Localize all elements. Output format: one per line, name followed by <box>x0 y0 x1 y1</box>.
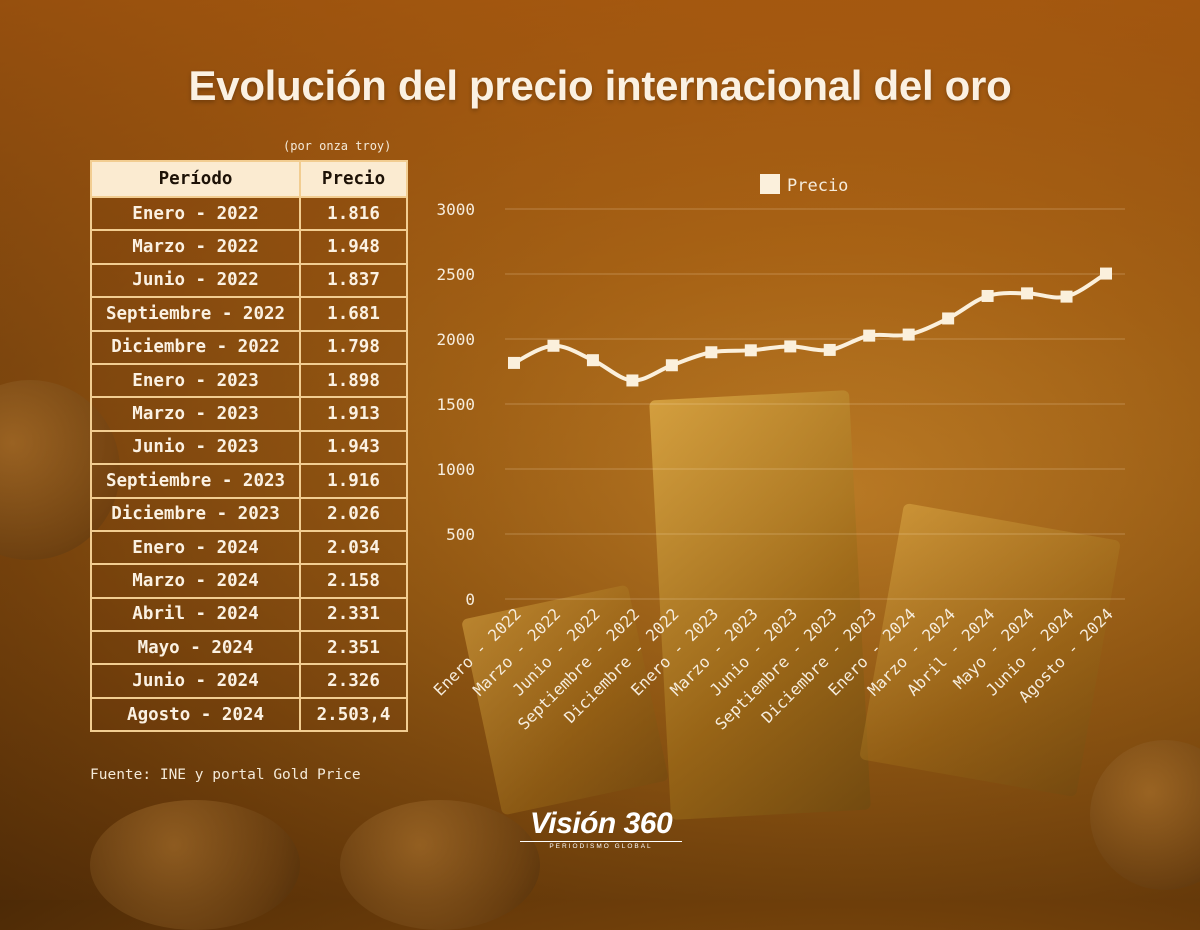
y-tick-label: 500 <box>446 525 475 544</box>
price-cell: 1.898 <box>299 362 408 399</box>
table-row: Enero - 2022 1.816 <box>89 195 408 232</box>
price-cell: 2.026 <box>299 496 408 532</box>
source-note: Fuente: INE y portal Gold Price <box>90 767 361 783</box>
period-cell: Diciembre - 2023 <box>89 496 302 532</box>
price-cell: 1.913 <box>299 396 408 432</box>
coin-decoration <box>1090 740 1200 890</box>
price-cell: 2.326 <box>299 663 408 699</box>
data-point <box>1021 287 1034 300</box>
data-point <box>705 346 718 359</box>
period-cell: Junio - 2022 <box>89 262 302 299</box>
data-point <box>547 339 560 352</box>
table-row: Enero - 2024 2.034 <box>89 529 408 566</box>
table-row: Marzo - 2024 2.158 <box>89 563 408 599</box>
legend-swatch <box>760 174 780 194</box>
price-cell: 2.034 <box>299 529 408 566</box>
logo-wordmark: Visión 360 <box>529 807 673 840</box>
coin-decoration <box>90 800 300 930</box>
price-cell: 1.798 <box>299 329 408 365</box>
data-point <box>1100 267 1112 280</box>
data-point <box>508 356 520 369</box>
period-cell: Enero - 2022 <box>89 195 302 232</box>
data-point <box>863 329 876 342</box>
table-row: Diciembre - 2023 2.026 <box>89 496 408 532</box>
price-cell: 1.681 <box>299 296 408 332</box>
table-row: Agosto - 2024 2.503,4 <box>89 696 408 733</box>
price-cell: 1.837 <box>299 262 408 299</box>
period-cell: Junio - 2024 <box>89 663 302 699</box>
data-point <box>744 344 757 357</box>
vision360-logo: Visión 360 PERIODISMO GLOBAL <box>520 808 682 850</box>
y-tick-label: 2000 <box>436 330 475 349</box>
period-cell: Marzo - 2022 <box>89 229 302 265</box>
price-cell: 2.503,4 <box>299 696 408 733</box>
table-row: Junio - 2022 1.837 <box>89 262 408 299</box>
coin-decoration <box>340 800 540 930</box>
data-point <box>784 340 797 353</box>
period-cell: Abril - 2024 <box>89 596 302 633</box>
table-row: Junio - 2024 2.326 <box>89 663 408 699</box>
price-table: Período Precio Enero - 2022 1.816 Marzo -… <box>89 160 408 733</box>
price-cell: 2.158 <box>299 563 408 599</box>
table-row: Septiembre - 2023 1.916 <box>89 463 408 499</box>
series-line-precio <box>513 271 1108 383</box>
table-row: Enero - 2023 1.898 <box>89 362 408 399</box>
data-point <box>1060 290 1073 303</box>
price-cell: 1.943 <box>299 429 408 466</box>
y-tick-label: 1500 <box>436 395 475 414</box>
logo-tagline: PERIODISMO GLOBAL <box>520 841 682 850</box>
legend-label: Precio <box>787 176 848 196</box>
table-row: Septiembre - 2022 1.681 <box>89 296 408 332</box>
data-point <box>942 312 955 325</box>
period-cell: Septiembre - 2022 <box>89 296 302 332</box>
table-row: Diciembre - 2022 1.798 <box>89 329 408 365</box>
y-tick-label: 1000 <box>436 460 475 479</box>
price-cell: 2.351 <box>299 630 408 666</box>
period-cell: Septiembre - 2023 <box>89 463 302 499</box>
data-point <box>981 289 994 302</box>
page-title: Evolución del precio internacional del o… <box>188 62 1012 109</box>
table-row: Junio - 2023 1.943 <box>89 429 408 466</box>
y-tick-label: 3000 <box>436 200 475 219</box>
period-cell: Marzo - 2024 <box>89 563 302 599</box>
table-row: Marzo - 2022 1.948 <box>89 229 408 265</box>
header-price: Precio <box>299 160 408 198</box>
data-point <box>665 359 678 372</box>
period-cell: Enero - 2024 <box>89 529 302 566</box>
period-cell: Enero - 2023 <box>89 362 302 399</box>
data-point <box>586 354 599 367</box>
period-cell: Agosto - 2024 <box>89 696 302 733</box>
y-tick-label: 2500 <box>436 265 475 284</box>
period-cell: Mayo - 2024 <box>89 630 302 666</box>
table-row: Mayo - 2024 2.351 <box>89 630 408 666</box>
table-row: Marzo - 2023 1.913 <box>89 396 408 432</box>
period-cell: Diciembre - 2022 <box>89 329 302 365</box>
table-row: Abril - 2024 2.331 <box>89 596 408 633</box>
unit-note: (por onza troy) <box>283 139 392 153</box>
price-cell: 2.331 <box>299 596 408 633</box>
y-tick-label: 0 <box>465 590 475 609</box>
period-cell: Junio - 2023 <box>89 429 302 466</box>
period-cell: Marzo - 2023 <box>89 396 302 432</box>
data-point <box>626 374 639 387</box>
table-header-row: Período Precio <box>89 160 408 198</box>
price-cell: 1.816 <box>299 195 408 232</box>
price-cell: 1.948 <box>299 229 408 265</box>
price-cell: 1.916 <box>299 463 408 499</box>
data-point <box>823 343 836 356</box>
header-period: Período <box>89 160 302 198</box>
data-point <box>902 328 915 341</box>
